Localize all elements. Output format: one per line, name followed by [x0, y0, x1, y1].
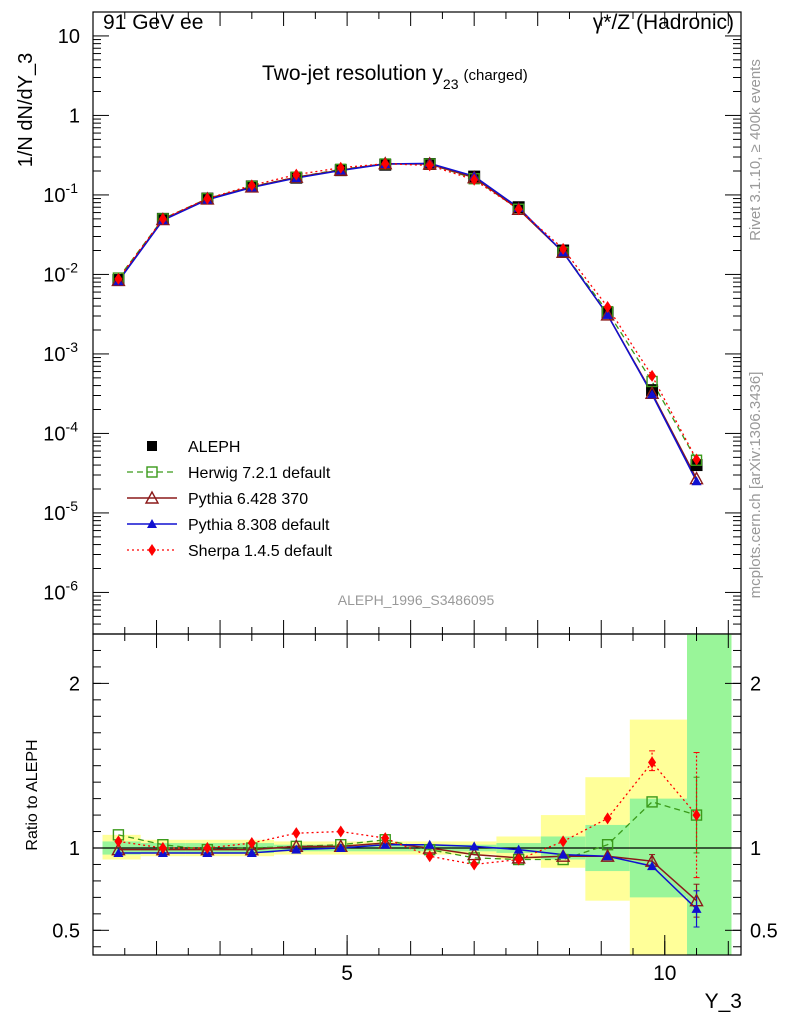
legend-marker-pythia8 — [147, 519, 157, 528]
legend-label-pythia8: Pythia 8.308 default — [188, 517, 330, 534]
y-tick-label: 1 — [69, 105, 80, 127]
data-point-pythia6 — [289, 169, 304, 183]
ratio-point-sherpa — [336, 825, 345, 838]
y-tick-label: 10-3 — [43, 339, 78, 366]
legend-label-data: ALEPH — [188, 439, 240, 456]
data-point-sherpa — [336, 161, 345, 174]
data-point-pythia8 — [647, 389, 658, 399]
ratio-point-pythia8 — [513, 844, 524, 854]
analysis-id-label: ALEPH_1996_S3486095 — [338, 592, 495, 608]
legend-marker-pythia6 — [144, 490, 160, 504]
y-tick-label: 10 — [58, 26, 80, 48]
ratio-point-sherpa — [648, 756, 657, 769]
ratio-point-pythia8 — [246, 847, 257, 857]
main-plot-panel: 1/N dN/dY_3 Two-jet resolution y23 (charg… — [15, 11, 742, 635]
ratio-y-tick-label-right: 1 — [750, 838, 761, 860]
ratio-point-sherpa — [247, 837, 256, 850]
ratio-point-sherpa — [603, 812, 612, 825]
ratio-point-pythia8 — [380, 839, 391, 849]
ratio-point-pythia8 — [602, 851, 613, 861]
ratio-point-pythia8 — [335, 843, 346, 852]
legend-marker-data — [147, 441, 157, 451]
data-point-pythia6 — [555, 244, 571, 258]
data-point-sherpa — [381, 157, 390, 170]
ratio-point-pythia8 — [647, 861, 658, 871]
data-point-sherpa — [514, 203, 523, 216]
data-point-pythia8 — [602, 309, 613, 319]
ratio-y-tick-label: 1 — [69, 838, 80, 860]
ratio-frame — [92, 633, 742, 956]
data-point-sherpa — [158, 212, 167, 225]
ratio-point-pythia8 — [691, 903, 702, 913]
data-point-pythia6 — [333, 162, 348, 176]
main-frame — [92, 11, 742, 635]
legend-label-herwig: Herwig 7.2.1 default — [188, 465, 331, 482]
y-tick-label: 10-6 — [43, 577, 78, 604]
ratio-point-sherpa — [692, 809, 701, 822]
ratio-point-sherpa — [425, 850, 434, 863]
header-left-label: 91 GeV ee — [103, 11, 203, 34]
ratio-band-inner — [687, 634, 732, 955]
chart-title: Two-jet resolution y23 (charged) — [262, 62, 528, 92]
ratio-point-herwig — [646, 796, 658, 808]
header-right-label: γ*/Z (Hadronic) — [593, 11, 734, 34]
ratio-point-pythia8 — [469, 841, 480, 851]
series-line-pythia6 — [117, 162, 698, 479]
mcplots-reference-label: mcplots.cern.ch [arXiv:1306.3436] — [747, 372, 764, 599]
data-point-pythia6 — [600, 307, 615, 321]
ratio-y-tick-label-right: 0.5 — [750, 920, 778, 942]
legend-marker-herwig — [146, 466, 158, 478]
y-tick-label: 10-2 — [43, 259, 78, 286]
y-tick-label: 10-4 — [43, 418, 78, 445]
data-point-sherpa — [425, 159, 434, 172]
y-tick-label: 10-1 — [43, 180, 78, 207]
ratio-line-pythia8 — [118, 843, 698, 910]
legend-marker-sherpa — [148, 544, 156, 556]
ratio-point-sherpa — [292, 827, 301, 840]
x-tick-label: 10 — [653, 962, 676, 985]
data-point-sherpa — [648, 369, 657, 382]
ratio-y-axis-label: Ratio to ALEPH — [24, 739, 41, 850]
ratio-point-sherpa — [514, 853, 523, 866]
data-point-sherpa — [114, 272, 123, 285]
data-point-sherpa — [247, 179, 256, 192]
ratio-point-sherpa — [114, 835, 123, 848]
data-point-sherpa — [603, 300, 612, 313]
rivet-version-label: Rivet 3.1.10, ≥ 400k events — [747, 59, 764, 241]
data-point-sherpa — [470, 173, 479, 186]
series-line-sherpa — [117, 163, 698, 460]
legend: ALEPH Herwig 7.2.1 default Pythia 6.428 37… — [127, 439, 333, 560]
data-point-sherpa — [559, 242, 568, 255]
series-line-pythia8 — [117, 162, 698, 482]
data-point-sherpa — [692, 453, 701, 466]
legend-label-pythia6: Pythia 6.428 370 — [188, 491, 308, 508]
ratio-point-sherpa — [470, 858, 479, 871]
ratio-point-sherpa — [158, 842, 167, 854]
ratio-point-pythia8 — [558, 849, 569, 859]
ratio-y-tick-label: 2 — [69, 673, 80, 695]
ratio-y-tick-label-right: 2 — [750, 673, 761, 695]
ratio-point-sherpa — [559, 835, 568, 848]
x-axis-label: Y_3 — [705, 990, 742, 1013]
x-tick-label: 5 — [341, 962, 353, 985]
ratio-point-pythia8 — [113, 847, 124, 857]
y-tick-label: 10-5 — [43, 498, 78, 525]
ratio-y-tick-label: 0.5 — [52, 920, 80, 942]
data-point-sherpa — [292, 168, 301, 181]
ratio-point-sherpa — [203, 842, 212, 854]
ratio-line-sherpa — [118, 761, 698, 866]
ratio-point-pythia8 — [424, 839, 435, 849]
ratio-point-pythia8 — [291, 844, 302, 854]
data-point-pythia8 — [691, 476, 702, 486]
ratio-point-sherpa — [381, 832, 390, 845]
ratio-point-pythia6 — [600, 848, 615, 862]
main-y-axis-label: 1/N dN/dY_3 — [15, 53, 37, 168]
ratio-plot-panel: Ratio to ALEPH Y_3 5 10 0.5 0.5 1 1 2 2 — [24, 633, 778, 1013]
data-point-sherpa — [203, 192, 212, 205]
legend-label-sherpa: Sherpa 1.4.5 default — [188, 543, 333, 560]
